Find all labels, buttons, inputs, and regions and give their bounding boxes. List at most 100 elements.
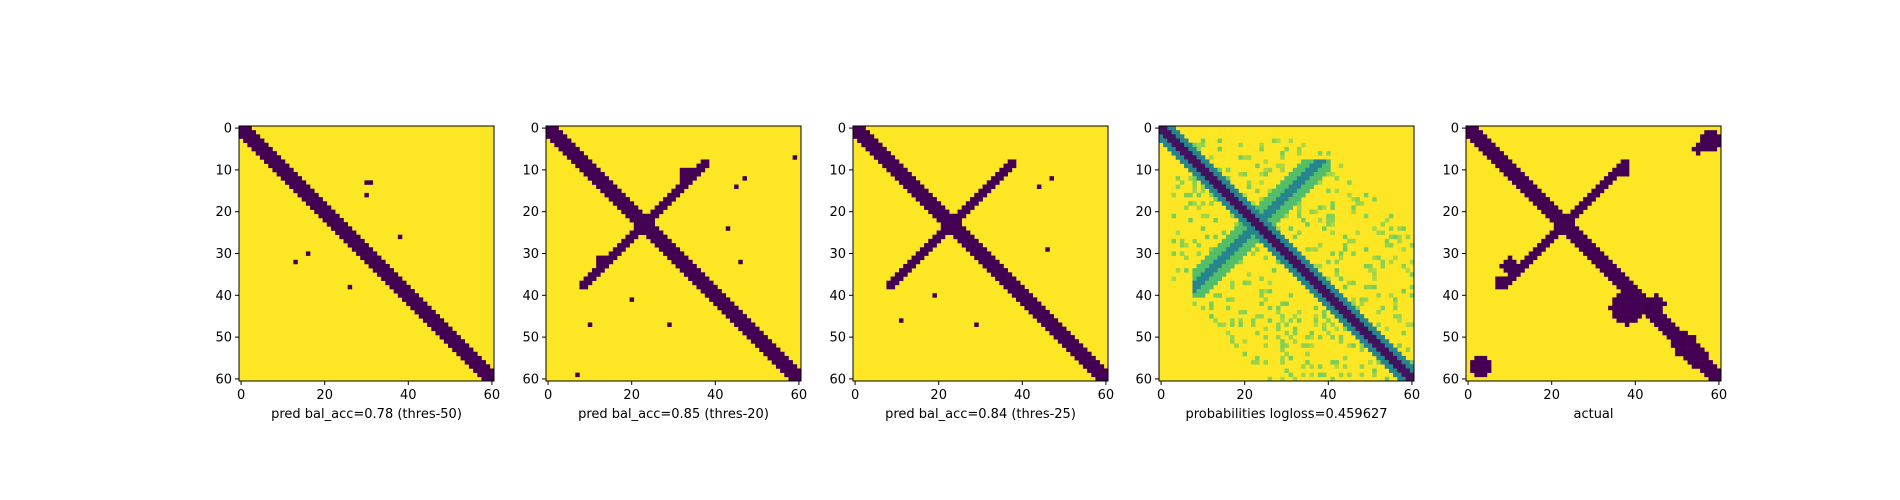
heatmap-cell bbox=[1175, 151, 1181, 156]
heatmap-cell bbox=[247, 138, 252, 144]
heatmap-cell bbox=[608, 255, 614, 261]
heatmap-cell bbox=[1250, 234, 1256, 240]
heatmap-cell bbox=[583, 155, 589, 160]
heatmap-cell bbox=[1393, 301, 1398, 307]
heatmap-cell bbox=[637, 217, 643, 223]
heatmap-cell bbox=[385, 280, 390, 286]
heatmap-cell bbox=[1255, 314, 1260, 319]
heatmap-cell bbox=[1196, 289, 1202, 294]
heatmap-cell bbox=[1553, 230, 1559, 235]
heatmap-cell bbox=[1221, 268, 1227, 273]
heatmap-cell bbox=[1503, 163, 1509, 169]
heatmap-cell bbox=[1393, 255, 1398, 261]
heatmap-cell bbox=[999, 276, 1004, 281]
heatmap-cell bbox=[583, 167, 589, 173]
heatmap-cell bbox=[1225, 251, 1231, 256]
heatmap-cell bbox=[468, 360, 474, 365]
heatmap-cell bbox=[936, 234, 942, 240]
heatmap-cell bbox=[1053, 335, 1059, 340]
heatmap-cell bbox=[481, 376, 486, 382]
heatmap-cell bbox=[1288, 259, 1294, 265]
heatmap-cell bbox=[1393, 360, 1398, 365]
heatmap-cell bbox=[1284, 263, 1289, 269]
heatmap-cell bbox=[1633, 301, 1638, 307]
heatmap-cell bbox=[700, 272, 706, 277]
heatmap-cell bbox=[554, 134, 559, 139]
heatmap-cell bbox=[898, 163, 904, 169]
heatmap-cell bbox=[1188, 192, 1193, 198]
heatmap-cell bbox=[1495, 280, 1500, 286]
heatmap-cell bbox=[1263, 205, 1268, 210]
heatmap-cell bbox=[1342, 355, 1348, 361]
heatmap-cell bbox=[1620, 171, 1626, 177]
heatmap-cell bbox=[1507, 159, 1513, 164]
heatmap-cell bbox=[1478, 146, 1484, 152]
heatmap-cell bbox=[763, 339, 768, 344]
heatmap-cell bbox=[318, 197, 323, 202]
heatmap-cell bbox=[1393, 368, 1398, 373]
heatmap-cell bbox=[957, 226, 962, 231]
heatmap-cell bbox=[1557, 217, 1563, 223]
heatmap-cell bbox=[1405, 360, 1411, 365]
heatmap-cell bbox=[468, 351, 474, 357]
heatmap-cell bbox=[1024, 293, 1029, 298]
heatmap-cell bbox=[1255, 360, 1260, 365]
heatmap-cell bbox=[1562, 217, 1567, 223]
heatmap-cell bbox=[1409, 259, 1415, 265]
heatmap-cell bbox=[1520, 180, 1525, 185]
heatmap-cell bbox=[1250, 217, 1256, 223]
heatmap-cell bbox=[1700, 138, 1705, 144]
heatmap-cell bbox=[949, 230, 954, 235]
heatmap-cell bbox=[1658, 309, 1663, 315]
heatmap-cell bbox=[1326, 171, 1331, 177]
heatmap-cell bbox=[763, 351, 768, 357]
heatmap-cell bbox=[1528, 184, 1534, 189]
heatmap-cell bbox=[1574, 209, 1580, 215]
heatmap-cell bbox=[924, 247, 929, 252]
heatmap-cell bbox=[704, 280, 710, 286]
heatmap-cell bbox=[1338, 163, 1344, 169]
heatmap-cell bbox=[1330, 201, 1335, 206]
heatmap-cell bbox=[700, 284, 706, 290]
heatmap-cell bbox=[1317, 180, 1323, 185]
heatmap-cell bbox=[1292, 376, 1298, 382]
heatmap-cell bbox=[1616, 293, 1621, 298]
heatmap-cell bbox=[1259, 301, 1264, 307]
heatmap-cell bbox=[1192, 272, 1197, 277]
heatmap-cell bbox=[1342, 234, 1348, 240]
heatmap-cell bbox=[1470, 138, 1475, 144]
heatmap-cell bbox=[1234, 188, 1239, 194]
heatmap-cell bbox=[1175, 155, 1181, 160]
heatmap-cell bbox=[1624, 305, 1630, 311]
heatmap-cell bbox=[1587, 197, 1592, 202]
heatmap-cell bbox=[255, 142, 261, 148]
heatmap-cell bbox=[1036, 184, 1042, 189]
heatmap-cell bbox=[1074, 355, 1080, 361]
heatmap-cell bbox=[604, 188, 609, 194]
heatmap-cell bbox=[314, 209, 319, 215]
heatmap-cell bbox=[734, 322, 739, 327]
heatmap-cell bbox=[1624, 159, 1630, 164]
x-tick-label: 20 bbox=[1236, 388, 1253, 403]
heatmap-cell bbox=[347, 226, 353, 231]
heatmap-cell bbox=[1372, 368, 1377, 373]
heatmap-cell bbox=[629, 217, 635, 223]
x-tick-label: 60 bbox=[791, 388, 808, 403]
heatmap-cell bbox=[1574, 238, 1580, 244]
heatmap-cell bbox=[965, 205, 971, 210]
heatmap-cell bbox=[1624, 293, 1630, 298]
heatmap-cell bbox=[571, 146, 576, 152]
heatmap-cell bbox=[1225, 297, 1231, 302]
heatmap-cell bbox=[1225, 205, 1231, 210]
heatmap-cell bbox=[1284, 247, 1289, 252]
heatmap-cell bbox=[683, 184, 689, 189]
heatmap-cell bbox=[1267, 280, 1273, 286]
heatmap-cell bbox=[1230, 247, 1235, 252]
heatmap-cell bbox=[1213, 180, 1218, 185]
heatmap-cell bbox=[1259, 180, 1264, 185]
heatmap-cell bbox=[1712, 134, 1718, 139]
heatmap-cell bbox=[575, 151, 580, 156]
heatmap-cell bbox=[1288, 188, 1294, 194]
heatmap-cell bbox=[738, 314, 743, 319]
